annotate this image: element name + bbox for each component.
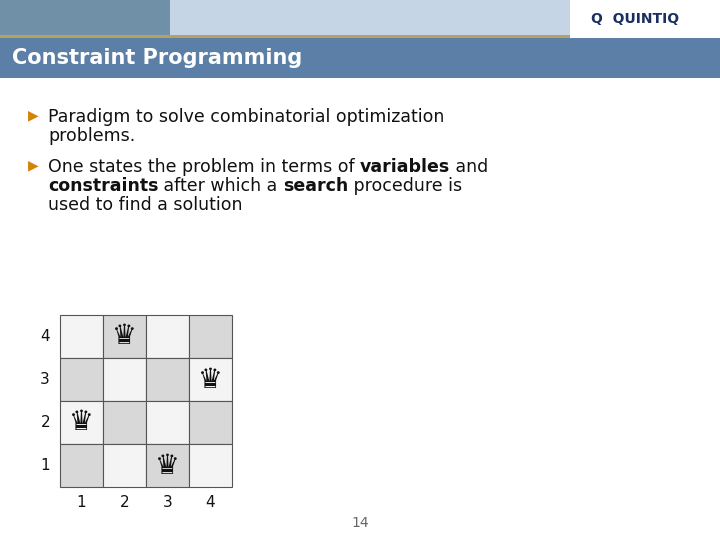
- Bar: [146, 444, 189, 487]
- Text: 1: 1: [40, 458, 50, 473]
- Text: problems.: problems.: [48, 127, 135, 145]
- Text: 3: 3: [163, 495, 172, 510]
- Bar: [103, 444, 146, 487]
- Bar: [60, 315, 103, 358]
- Text: ♛: ♛: [155, 451, 180, 480]
- Text: and: and: [451, 158, 489, 176]
- Text: 14: 14: [351, 516, 369, 530]
- Bar: [0, 0, 170, 35]
- Text: 4: 4: [40, 329, 50, 344]
- Bar: [103, 401, 146, 444]
- Text: ♛: ♛: [112, 322, 137, 350]
- Bar: [146, 358, 189, 401]
- Text: 3: 3: [40, 372, 50, 387]
- Polygon shape: [155, 0, 720, 35]
- Text: ♛: ♛: [198, 366, 223, 394]
- Text: Constraint Programming: Constraint Programming: [12, 48, 302, 68]
- Text: ♛: ♛: [69, 408, 94, 436]
- Text: after which a: after which a: [158, 177, 283, 195]
- Bar: [0, 38, 720, 78]
- Bar: [189, 444, 232, 487]
- Bar: [60, 401, 103, 444]
- Text: constraints: constraints: [48, 177, 158, 195]
- Text: One states the problem in terms of: One states the problem in terms of: [48, 158, 360, 176]
- Text: Paradigm to solve combinatorial optimization: Paradigm to solve combinatorial optimiza…: [48, 108, 444, 126]
- Bar: [103, 315, 146, 358]
- Text: 1: 1: [77, 495, 86, 510]
- Bar: [189, 315, 232, 358]
- Text: ▶: ▶: [28, 158, 39, 172]
- Bar: [0, 0, 720, 35]
- Bar: [60, 358, 103, 401]
- Bar: [103, 358, 146, 401]
- Text: 4: 4: [206, 495, 215, 510]
- Bar: [0, 35, 720, 38]
- Bar: [60, 444, 103, 487]
- Bar: [146, 401, 189, 444]
- Text: procedure is: procedure is: [348, 177, 463, 195]
- Text: used to find a solution: used to find a solution: [48, 196, 243, 214]
- Text: 2: 2: [120, 495, 130, 510]
- Text: ▶: ▶: [28, 108, 39, 122]
- Text: Q  QUINTIQ: Q QUINTIQ: [591, 12, 679, 26]
- Bar: [189, 401, 232, 444]
- Text: variables: variables: [360, 158, 451, 176]
- Bar: [189, 358, 232, 401]
- Text: 2: 2: [40, 415, 50, 430]
- Text: search: search: [283, 177, 348, 195]
- Bar: [570, 0, 720, 38]
- Bar: [146, 315, 189, 358]
